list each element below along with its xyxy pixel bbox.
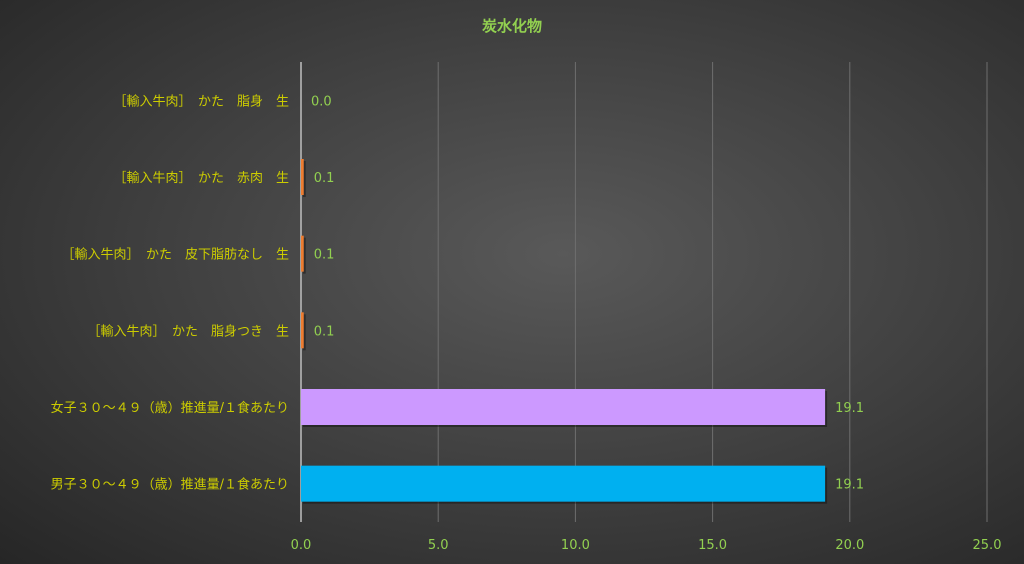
data-label: 0.1 [314, 324, 335, 339]
data-label: 19.1 [835, 478, 864, 493]
data-label: 0.0 [311, 94, 332, 109]
x-tick-label: 25.0 [973, 538, 1002, 553]
category-label: ［輸入牛肉］ かた 皮下脂肪なし 生 [61, 247, 289, 263]
bar [301, 389, 826, 425]
bar [301, 235, 304, 272]
x-tick-label: 10.0 [561, 538, 590, 553]
x-tick-label: 20.0 [835, 538, 864, 553]
category-label: ［輸入牛肉］ かた 赤肉 生 [113, 171, 289, 186]
bar [301, 312, 304, 349]
bar-shadow [303, 161, 306, 197]
x-tick-label: 0.0 [291, 538, 312, 553]
category-label: ［輸入牛肉］ かた 脂身つき 生 [87, 323, 289, 339]
x-tick-label: 15.0 [698, 538, 727, 553]
bar [301, 159, 304, 195]
x-tick-label: 5.0 [428, 538, 449, 553]
category-label: ［輸入牛肉］ かた 脂身 生 [113, 93, 289, 109]
bar [301, 465, 826, 502]
data-label: 0.1 [314, 171, 335, 186]
data-label: 19.1 [835, 401, 864, 416]
category-label: 男子３０～４９（歳）推進量/１食あたり [51, 477, 289, 493]
data-label: 0.1 [314, 248, 335, 263]
category-label: 女子３０～４９（歳）推進量/１食あたり [51, 400, 289, 416]
bar-shadow [303, 314, 306, 351]
bar-shadow [303, 237, 306, 274]
chart-title: 炭水化物 [482, 17, 542, 35]
